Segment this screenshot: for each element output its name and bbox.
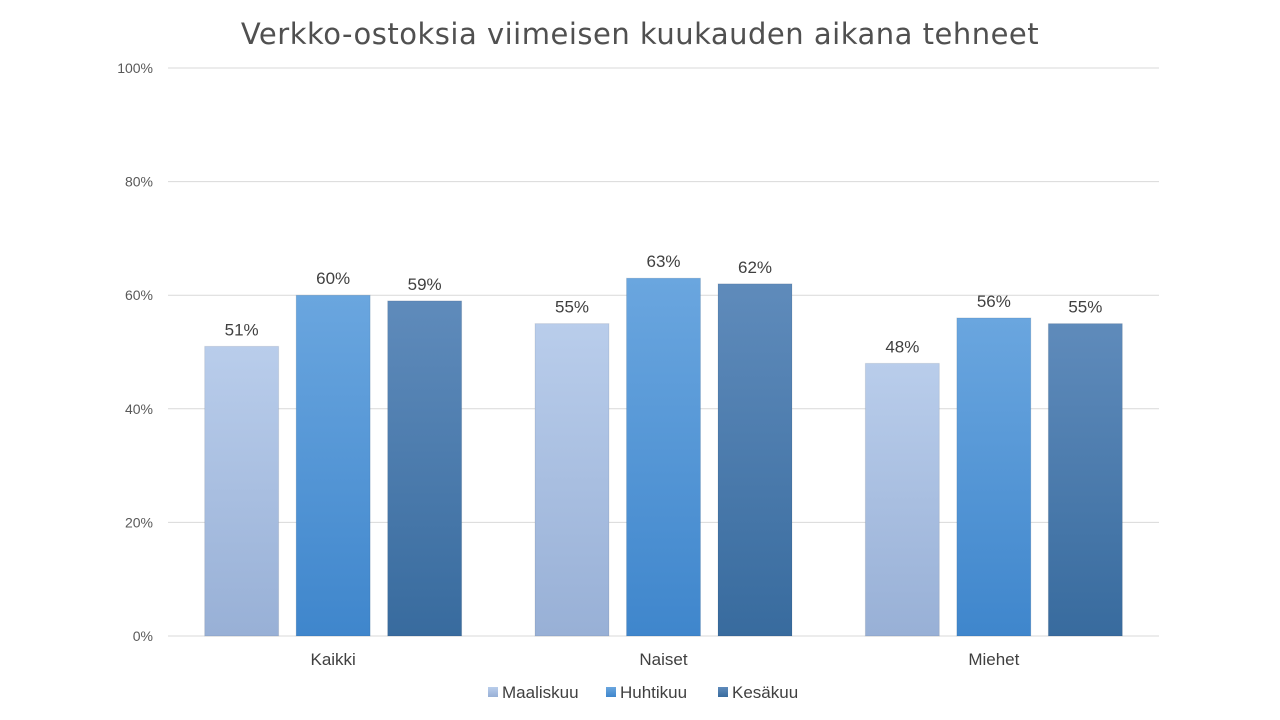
data-labels: 51% 60% 59% 55% 63% 62% 48% 56% 55%: [225, 252, 1103, 356]
bar-maaliskuu: [204, 345, 280, 637]
category-label: Kaikki: [310, 650, 355, 669]
x-axis-categories: Kaikki Naiset Miehet: [310, 650, 1019, 669]
bar-huhtikuu: [626, 277, 701, 637]
y-tick-label: 20%: [125, 514, 153, 530]
category-label: Miehet: [968, 650, 1019, 669]
y-tick-label: 100%: [117, 60, 153, 76]
data-label: 63%: [646, 252, 680, 271]
legend-swatch: [606, 687, 616, 697]
bar-kesäkuu: [387, 300, 463, 637]
chart-title: Verkko-ostoksia viimeisen kuukauden aika…: [241, 17, 1039, 51]
bar-huhtikuu: [295, 294, 371, 637]
bar-maaliskuu: [864, 362, 940, 637]
data-label: 56%: [977, 292, 1011, 311]
y-axis-ticks: 0% 20% 40% 60% 80% 100%: [117, 60, 153, 644]
data-label: 48%: [885, 337, 919, 356]
bars: [204, 277, 1123, 637]
data-label: 55%: [1068, 298, 1102, 317]
y-tick-label: 60%: [125, 287, 153, 303]
legend-swatch: [718, 687, 728, 697]
legend: Maaliskuu Huhtikuu Kesäkuu: [488, 683, 798, 702]
bar-kesäkuu: [1047, 323, 1123, 637]
y-tick-label: 40%: [125, 401, 153, 417]
category-label: Naiset: [639, 650, 687, 669]
y-tick-label: 0%: [133, 628, 153, 644]
data-label: 55%: [555, 298, 589, 317]
bar-huhtikuu: [956, 317, 1032, 637]
y-tick-label: 80%: [125, 174, 153, 190]
legend-label: Maaliskuu: [502, 683, 579, 702]
legend-label: Huhtikuu: [620, 683, 687, 702]
bar-maaliskuu: [534, 323, 610, 637]
data-label: 51%: [225, 320, 259, 339]
bar-kesäkuu: [717, 283, 793, 637]
data-label: 62%: [738, 258, 772, 277]
data-label: 60%: [316, 269, 350, 288]
legend-label: Kesäkuu: [732, 683, 798, 702]
legend-swatch: [488, 687, 498, 697]
data-label: 59%: [408, 275, 442, 294]
